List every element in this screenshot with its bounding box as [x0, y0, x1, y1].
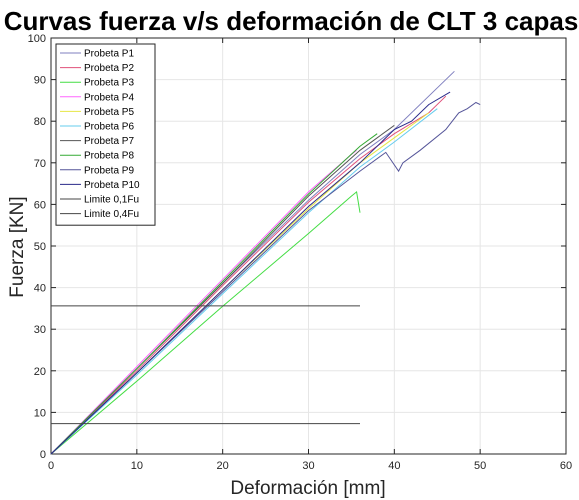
y-tick-label: 30: [34, 324, 46, 336]
y-tick-label: 20: [34, 366, 46, 378]
chart-title: Curvas fuerza v/s deformación de CLT 3 c…: [4, 6, 579, 36]
legend-label: Probeta P7: [84, 136, 134, 147]
legend-label: Limite 0,1Fu: [84, 195, 139, 206]
series-line-probeta-p9: [50, 101, 481, 455]
legend-label: Probeta P9: [84, 165, 134, 176]
y-tick-label: 50: [34, 241, 46, 253]
y-tick-label: 40: [34, 283, 46, 295]
legend-label: Probeta P6: [84, 122, 134, 133]
x-tick-label: 10: [131, 460, 143, 472]
y-tick-label: 0: [40, 449, 46, 461]
series-line-probeta-p6: [50, 108, 438, 455]
legend-label: Probeta P3: [84, 78, 134, 89]
y-tick-label: 10: [34, 407, 46, 419]
x-tick-label: 40: [388, 460, 400, 472]
legend-label: Limite 0,4Fu: [84, 209, 139, 220]
series-lines: [50, 70, 481, 455]
y-tick-label: 100: [28, 33, 46, 45]
y-axis-label: Fuerza [KN]: [7, 196, 28, 297]
series-line-probeta-p3: [50, 190, 361, 455]
y-tick-label: 80: [34, 116, 46, 128]
y-tick-label: 70: [34, 158, 46, 170]
x-tick-label: 30: [302, 460, 314, 472]
legend-label: Probeta P8: [84, 151, 134, 162]
y-tick-label: 90: [34, 75, 46, 87]
x-axis-label: Deformación [mm]: [230, 478, 385, 499]
y-tick-label: 60: [34, 199, 46, 211]
legend-box: [55, 43, 156, 226]
legend-label: Probeta P2: [84, 63, 134, 74]
x-tick-label: 50: [474, 460, 486, 472]
series-line-probeta-p8: [50, 133, 378, 455]
axis-ticks: 0 10 20 30 40 50 60 0 10 20 30 40 50 60 70 80 90 100: [28, 33, 572, 472]
legend-label: Probeta P5: [84, 107, 134, 118]
series-line-probeta-p10: [50, 91, 451, 455]
series-line-probeta-p2: [50, 95, 447, 455]
legend-label: Probeta P10: [84, 180, 140, 191]
x-tick-label: 0: [48, 460, 54, 472]
x-tick-label: 20: [217, 460, 229, 472]
legend-label: Probeta P1: [84, 49, 134, 60]
x-tick-label: 60: [560, 460, 572, 472]
legend: Probeta P1 Probeta P2 Probeta P3 Probeta P4…: [55, 43, 156, 226]
legend-label: Probeta P4: [84, 92, 134, 103]
